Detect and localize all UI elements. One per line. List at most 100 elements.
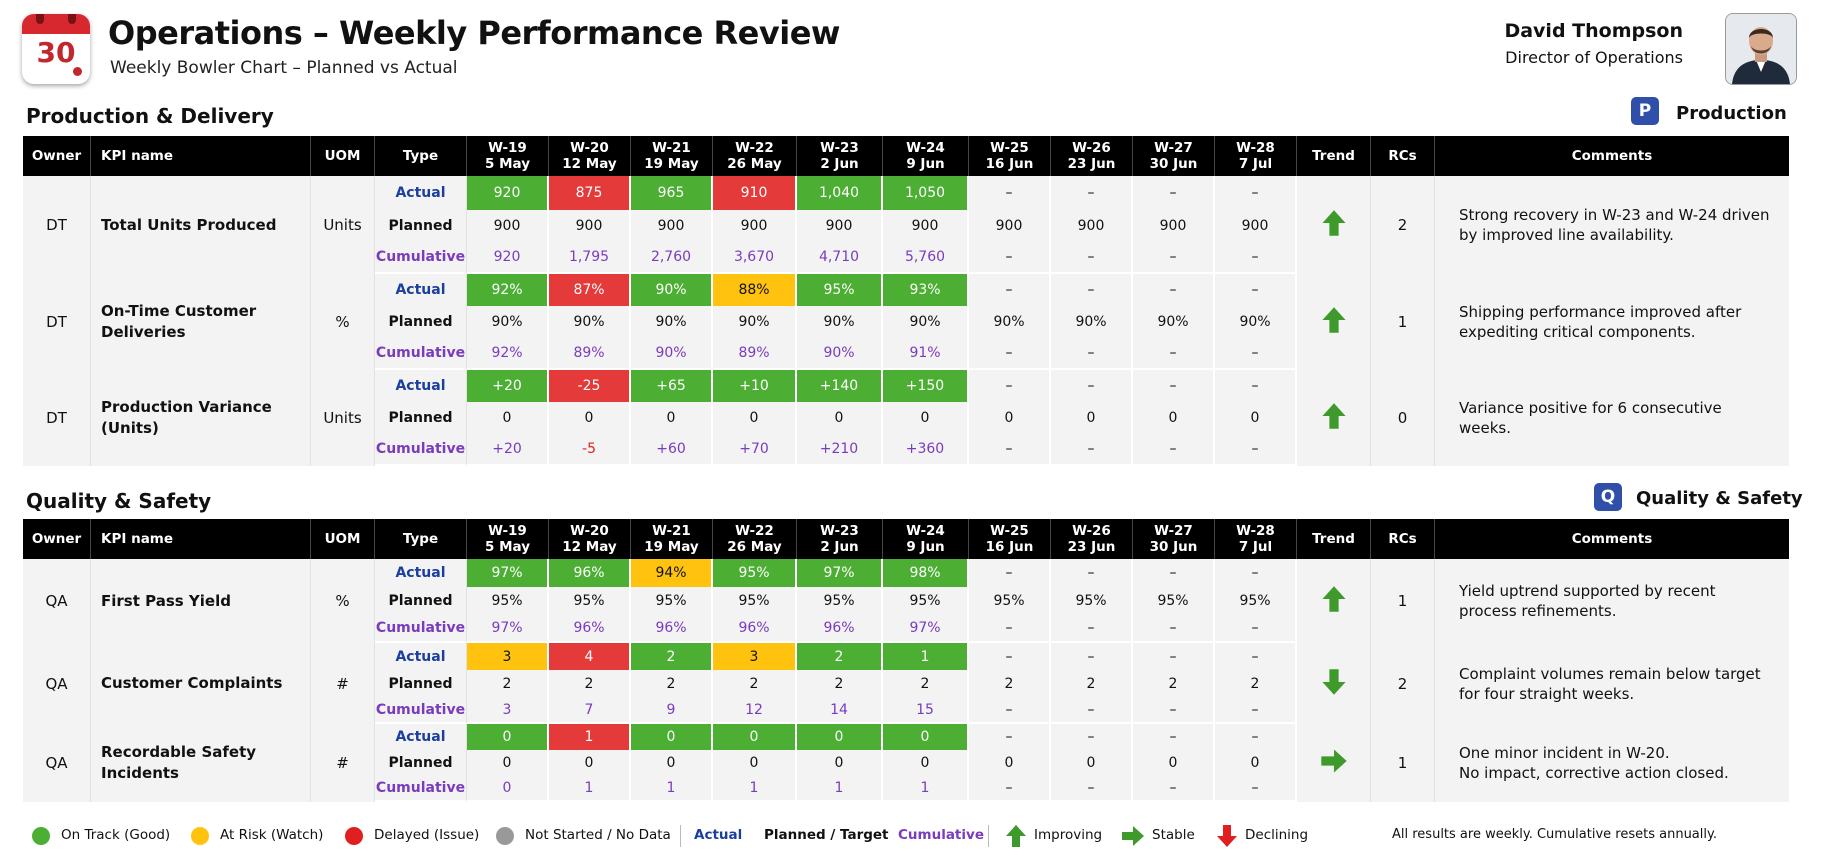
kpi-rcs[interactable]: 0	[1371, 370, 1435, 466]
planned-cell: 90%	[631, 306, 713, 338]
actual-cell[interactable]: –	[969, 724, 1051, 750]
week-date: 26 May	[727, 539, 782, 555]
col-week: W-24 9 Jun	[883, 136, 969, 176]
actual-cell[interactable]: 0	[631, 724, 713, 750]
actual-cell[interactable]: 98%	[883, 559, 969, 587]
legend-stable: Stable	[1152, 827, 1195, 843]
actual-cell[interactable]: 4	[549, 643, 631, 670]
actual-cell[interactable]: 95%	[797, 274, 883, 306]
week-date: 30 Jun	[1149, 156, 1198, 172]
actual-cell[interactable]: +10	[713, 370, 797, 402]
actual-cell[interactable]: –	[969, 559, 1051, 587]
kpi-comment: Variance positive for 6 consecutive week…	[1435, 370, 1789, 466]
kpi-rcs[interactable]: 2	[1371, 643, 1435, 724]
actual-cell[interactable]: –	[1133, 643, 1215, 670]
improving-arrow-icon	[1003, 823, 1029, 853]
calendar-day: 30	[36, 36, 76, 69]
actual-cell[interactable]: –	[1215, 274, 1297, 306]
actual-cell[interactable]: -25	[549, 370, 631, 402]
actual-cell[interactable]: 910	[713, 176, 797, 210]
type-planned: Planned	[375, 670, 467, 697]
actual-cell[interactable]: 920	[467, 176, 549, 210]
kpi-rcs[interactable]: 1	[1371, 724, 1435, 802]
actual-cell[interactable]: 97%	[467, 559, 549, 587]
actual-cell[interactable]: –	[969, 176, 1051, 210]
actual-cell[interactable]: 96%	[549, 559, 631, 587]
type-actual: Actual	[375, 274, 467, 306]
actual-cell[interactable]: –	[1133, 274, 1215, 306]
actual-cell[interactable]: +140	[797, 370, 883, 402]
cumulative-cell: –	[1051, 434, 1133, 466]
actual-cell[interactable]: –	[1215, 643, 1297, 670]
col-week: W-21 19 May	[631, 519, 713, 559]
actual-cell[interactable]: –	[1051, 274, 1133, 306]
actual-cell[interactable]: 965	[631, 176, 713, 210]
actual-cell[interactable]: –	[1051, 559, 1133, 587]
actual-cell[interactable]: +65	[631, 370, 713, 402]
actual-cell[interactable]: +150	[883, 370, 969, 402]
actual-cell[interactable]: –	[1215, 370, 1297, 402]
actual-cell[interactable]: –	[1133, 370, 1215, 402]
actual-cell[interactable]: –	[1133, 559, 1215, 587]
actual-cell[interactable]: 93%	[883, 274, 969, 306]
actual-cell[interactable]: 0	[883, 724, 969, 750]
actual-cell[interactable]: –	[1133, 724, 1215, 750]
actual-cell[interactable]: 95%	[713, 559, 797, 587]
planned-cell: 2	[631, 670, 713, 697]
actual-cell[interactable]: 0	[797, 724, 883, 750]
kpi-rcs[interactable]: 1	[1371, 559, 1435, 643]
kpi-name: Production Variance (Units)	[91, 370, 311, 466]
actual-cell[interactable]: +20	[467, 370, 549, 402]
actual-cell[interactable]: 3	[467, 643, 549, 670]
actual-cell[interactable]: 88%	[713, 274, 797, 306]
actual-cell[interactable]: –	[1133, 176, 1215, 210]
cumulative-cell: –	[969, 242, 1051, 274]
col-week: W-20 12 May	[549, 519, 631, 559]
actual-cell[interactable]: 1	[883, 643, 969, 670]
kpi-cumulative-row: Cumulative 97% 96% 96% 96% 96% 97% – – – –	[23, 615, 1789, 643]
actual-cell[interactable]: –	[1215, 176, 1297, 210]
week-date: 19 May	[644, 156, 699, 172]
actual-cell[interactable]: 0	[467, 724, 549, 750]
planned-cell: 0	[631, 402, 713, 434]
col-week: W-24 9 Jun	[883, 519, 969, 559]
trend-stable-arrow-icon	[1319, 746, 1349, 780]
at-risk-dot-icon	[191, 827, 209, 845]
cumulative-cell: –	[1133, 776, 1215, 802]
actual-cell[interactable]: 92%	[467, 274, 549, 306]
actual-cell[interactable]: –	[1051, 643, 1133, 670]
actual-cell[interactable]: 1	[549, 724, 631, 750]
week-date: 7 Jul	[1238, 539, 1273, 555]
actual-cell[interactable]: –	[1051, 176, 1133, 210]
actual-cell[interactable]: 90%	[631, 274, 713, 306]
actual-cell[interactable]: –	[969, 370, 1051, 402]
actual-cell[interactable]: 3	[713, 643, 797, 670]
actual-cell[interactable]: –	[1215, 559, 1297, 587]
week-label: W-24	[906, 523, 945, 539]
stable-arrow-icon	[1120, 823, 1146, 853]
actual-cell[interactable]: –	[969, 643, 1051, 670]
actual-cell[interactable]: 1,050	[883, 176, 969, 210]
actual-cell[interactable]: 87%	[549, 274, 631, 306]
kpi-rcs[interactable]: 2	[1371, 176, 1435, 274]
week-date: 9 Jun	[906, 539, 945, 555]
col-kpi: KPI name	[91, 136, 311, 176]
actual-cell[interactable]: 2	[631, 643, 713, 670]
week-date: 23 Jun	[1067, 156, 1116, 172]
week-label: W-20	[570, 523, 609, 539]
kpi-rcs[interactable]: 1	[1371, 274, 1435, 370]
actual-cell[interactable]: –	[969, 274, 1051, 306]
type-cumulative: Cumulative	[375, 615, 467, 643]
actual-cell[interactable]: –	[1051, 370, 1133, 402]
actual-cell[interactable]: 875	[549, 176, 631, 210]
actual-cell[interactable]: 94%	[631, 559, 713, 587]
actual-cell[interactable]: –	[1215, 724, 1297, 750]
actual-cell[interactable]: –	[1051, 724, 1133, 750]
actual-cell[interactable]: 1,040	[797, 176, 883, 210]
actual-cell[interactable]: 97%	[797, 559, 883, 587]
actual-cell[interactable]: 0	[713, 724, 797, 750]
week-label: W-21	[652, 523, 691, 539]
actual-cell[interactable]: 2	[797, 643, 883, 670]
planned-cell: 0	[1133, 402, 1215, 434]
cumulative-cell: –	[1215, 338, 1297, 370]
